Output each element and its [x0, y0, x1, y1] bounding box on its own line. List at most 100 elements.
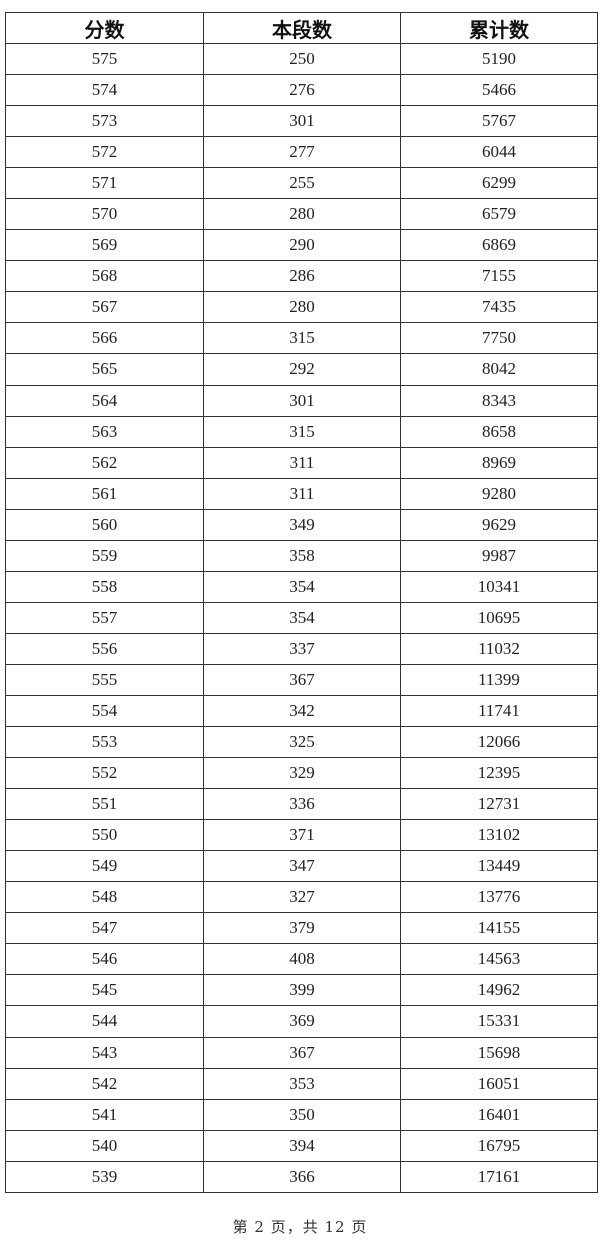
cell-score: 555	[5, 663, 204, 696]
cell-cumulative-count: 5466	[400, 74, 598, 107]
cell-cumulative-count: 9280	[400, 477, 598, 510]
cell-segment-count: 371	[203, 819, 401, 852]
cell-cumulative-count: 11399	[400, 663, 598, 696]
cell-segment-count: 350	[203, 1098, 401, 1131]
table-row: 546 408 14563	[5, 943, 598, 976]
table-row: 567 280 7435	[5, 291, 598, 324]
cell-segment-count: 353	[203, 1067, 401, 1100]
score-distribution-table: 分数 本段数 累计数 575 250 5190 574 276 5466 573 301 576…	[5, 12, 598, 1193]
cell-score: 551	[5, 788, 204, 821]
header-row: 分数 本段数 累计数	[5, 12, 598, 44]
table-row: 556 337 11032	[5, 632, 598, 665]
table-row: 559 358 9987	[5, 539, 598, 572]
table-row: 539 366 17161	[5, 1160, 598, 1193]
cell-cumulative-count: 10695	[400, 601, 598, 634]
cell-score: 556	[5, 632, 204, 665]
cell-segment-count: 336	[203, 788, 401, 821]
cell-segment-count: 366	[203, 1160, 401, 1193]
cell-segment-count: 354	[203, 570, 401, 603]
table-row: 558 354 10341	[5, 570, 598, 603]
table-row: 547 379 14155	[5, 912, 598, 945]
cell-segment-count: 379	[203, 912, 401, 945]
cell-segment-count: 286	[203, 260, 401, 293]
cell-segment-count: 399	[203, 974, 401, 1007]
table-row: 568 286 7155	[5, 260, 598, 293]
cell-segment-count: 315	[203, 322, 401, 355]
cell-score: 547	[5, 912, 204, 945]
table-row: 552 329 12395	[5, 757, 598, 790]
cell-cumulative-count: 8969	[400, 446, 598, 479]
table-row: 563 315 8658	[5, 415, 598, 448]
cell-cumulative-count: 16051	[400, 1067, 598, 1100]
cell-score: 564	[5, 384, 204, 417]
cell-cumulative-count: 12066	[400, 726, 598, 759]
cell-segment-count: 311	[203, 446, 401, 479]
cell-cumulative-count: 6579	[400, 198, 598, 231]
cell-segment-count: 367	[203, 1036, 401, 1069]
cell-cumulative-count: 16401	[400, 1098, 598, 1131]
table-row: 550 371 13102	[5, 819, 598, 852]
cell-score: 557	[5, 601, 204, 634]
cell-cumulative-count: 7750	[400, 322, 598, 355]
cell-segment-count: 250	[203, 42, 401, 76]
cell-score: 560	[5, 508, 204, 541]
cell-segment-count: 276	[203, 74, 401, 107]
cell-cumulative-count: 15698	[400, 1036, 598, 1069]
cell-score: 570	[5, 198, 204, 231]
cell-score: 574	[5, 74, 204, 107]
cell-score: 550	[5, 819, 204, 852]
table-row: 551 336 12731	[5, 788, 598, 821]
table-row: 573 301 5767	[5, 105, 598, 138]
cell-cumulative-count: 6299	[400, 167, 598, 200]
cell-score: 548	[5, 881, 204, 914]
cell-score: 575	[5, 42, 204, 76]
cell-segment-count: 342	[203, 694, 401, 728]
cell-cumulative-count: 12731	[400, 788, 598, 821]
cell-score: 568	[5, 260, 204, 293]
table-row: 564 301 8343	[5, 384, 598, 417]
cell-segment-count: 315	[203, 415, 401, 448]
cell-score: 552	[5, 757, 204, 790]
table-row: 545 399 14962	[5, 974, 598, 1007]
table-row: 575 250 5190	[5, 42, 598, 76]
cell-cumulative-count: 14962	[400, 974, 598, 1007]
table-row: 543 367 15698	[5, 1036, 598, 1069]
table-row: 542 353 16051	[5, 1067, 598, 1100]
cell-segment-count: 280	[203, 291, 401, 324]
cell-cumulative-count: 15331	[400, 1005, 598, 1038]
cell-cumulative-count: 14155	[400, 912, 598, 945]
cell-score: 558	[5, 570, 204, 603]
cell-score: 546	[5, 943, 204, 976]
cell-score: 545	[5, 974, 204, 1007]
cell-score: 571	[5, 167, 204, 200]
cell-score: 542	[5, 1067, 204, 1100]
page-number: 第 2 页，共 12 页	[232, 1218, 368, 1236]
cell-segment-count: 329	[203, 757, 401, 790]
cell-cumulative-count: 17161	[400, 1160, 598, 1193]
cell-segment-count: 394	[203, 1129, 401, 1162]
cell-segment-count: 327	[203, 881, 401, 914]
cell-cumulative-count: 14563	[400, 943, 598, 976]
cell-cumulative-count: 7435	[400, 291, 598, 324]
cell-segment-count: 255	[203, 167, 401, 200]
table-row: 561 311 9280	[5, 477, 598, 510]
cell-score: 563	[5, 415, 204, 448]
cell-score: 562	[5, 446, 204, 479]
table-row: 571 255 6299	[5, 167, 598, 200]
table-row: 554 342 11741	[5, 694, 598, 728]
cell-segment-count: 358	[203, 539, 401, 572]
cell-score: 565	[5, 353, 204, 386]
cell-segment-count: 367	[203, 663, 401, 696]
cell-segment-count: 408	[203, 943, 401, 976]
cell-cumulative-count: 10341	[400, 570, 598, 603]
cell-score: 549	[5, 850, 204, 883]
header-segment-count: 本段数	[203, 12, 401, 44]
cell-score: 541	[5, 1098, 204, 1131]
table-row: 566 315 7750	[5, 322, 598, 355]
cell-segment-count: 347	[203, 850, 401, 883]
cell-score: 559	[5, 539, 204, 572]
cell-score: 573	[5, 105, 204, 138]
cell-cumulative-count: 9629	[400, 508, 598, 541]
cell-score: 554	[5, 694, 204, 728]
cell-score: 553	[5, 726, 204, 759]
